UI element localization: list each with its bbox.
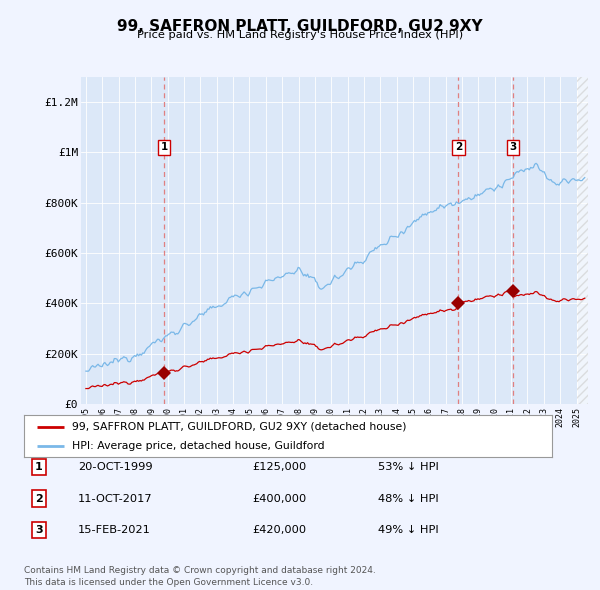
Text: 2: 2 <box>455 142 462 152</box>
Text: £420,000: £420,000 <box>252 525 306 535</box>
Text: 53% ↓ HPI: 53% ↓ HPI <box>378 463 439 472</box>
Text: 48% ↓ HPI: 48% ↓ HPI <box>378 494 439 503</box>
Text: 99, SAFFRON PLATT, GUILDFORD, GU2 9XY (detached house): 99, SAFFRON PLATT, GUILDFORD, GU2 9XY (d… <box>71 422 406 432</box>
Text: 2: 2 <box>35 494 43 503</box>
Text: 1: 1 <box>35 463 43 472</box>
Text: £400,000: £400,000 <box>252 494 306 503</box>
Text: 3: 3 <box>35 525 43 535</box>
Text: 11-OCT-2017: 11-OCT-2017 <box>78 494 152 503</box>
Text: £125,000: £125,000 <box>252 463 306 472</box>
Text: 20-OCT-1999: 20-OCT-1999 <box>78 463 152 472</box>
Text: 15-FEB-2021: 15-FEB-2021 <box>78 525 151 535</box>
Text: Contains HM Land Registry data © Crown copyright and database right 2024.
This d: Contains HM Land Registry data © Crown c… <box>24 566 376 587</box>
Text: 99, SAFFRON PLATT, GUILDFORD, GU2 9XY: 99, SAFFRON PLATT, GUILDFORD, GU2 9XY <box>117 19 483 34</box>
Text: 3: 3 <box>509 142 517 152</box>
Text: Price paid vs. HM Land Registry's House Price Index (HPI): Price paid vs. HM Land Registry's House … <box>137 30 463 40</box>
Text: HPI: Average price, detached house, Guildford: HPI: Average price, detached house, Guil… <box>71 441 324 451</box>
Text: 49% ↓ HPI: 49% ↓ HPI <box>378 525 439 535</box>
Text: 1: 1 <box>161 142 168 152</box>
